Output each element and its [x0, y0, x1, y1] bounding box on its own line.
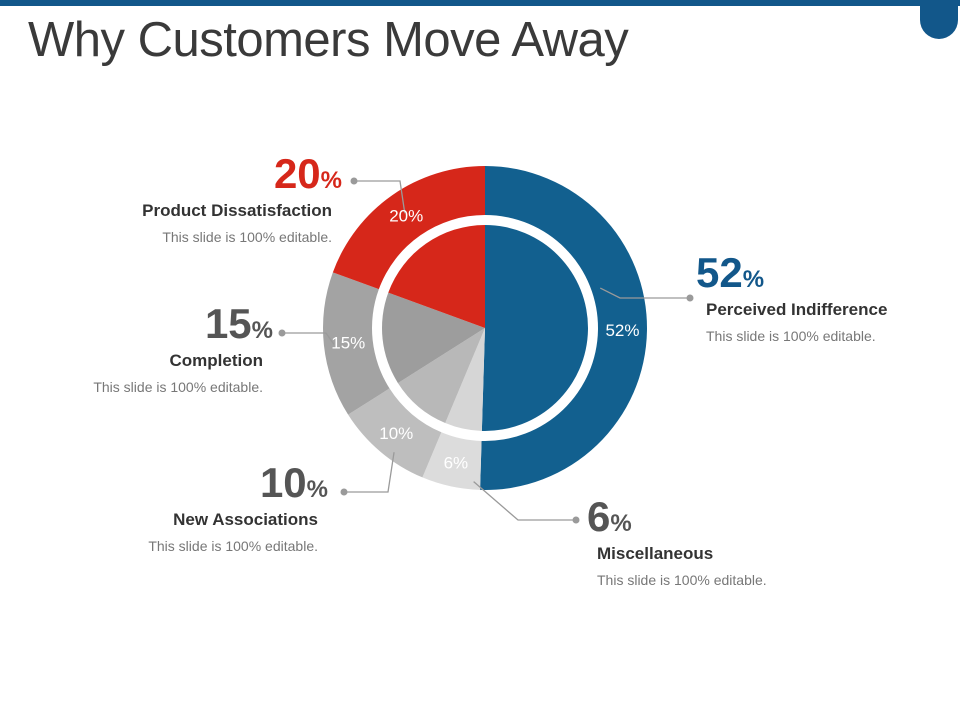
callout-value-line: 15%	[93, 303, 273, 345]
slice-label-new-associations: 10%	[379, 424, 413, 443]
slice-label-perceived-indifference: 52%	[605, 321, 639, 340]
callout-name: New Associations	[173, 510, 318, 529]
callout-miscellaneous: 6% Miscellaneous This slide is 100% edit…	[587, 496, 767, 589]
callout-value-line: 20%	[142, 153, 342, 195]
callout-value-line: 6%	[587, 496, 767, 538]
callout-description: This slide is 100% editable.	[706, 328, 876, 344]
ring-slice-new-associations	[348, 388, 442, 478]
callout-value: 6	[587, 493, 611, 540]
callout-completion: 15% Completion This slide is 100% editab…	[93, 303, 273, 396]
leader-dot-completion	[278, 329, 286, 337]
callout-name: Product Dissatisfaction	[142, 201, 332, 220]
top-accent-bar	[0, 0, 960, 6]
leader-dot-miscellaneous	[572, 516, 580, 524]
callout-product-dissatisfaction: 20% Product Dissatisfaction This slide i…	[142, 153, 342, 246]
callout-percent-sign: %	[320, 167, 342, 194]
pie-slice-product-dissatisfaction	[388, 225, 485, 328]
callout-value: 52	[696, 249, 743, 296]
callout-description: This slide is 100% editable.	[148, 538, 318, 554]
pie-slice-completion	[382, 292, 485, 384]
ring-slice-completion	[323, 272, 390, 415]
ring-slice-perceived-indifference	[480, 166, 647, 491]
callout-percent-sign: %	[251, 317, 273, 344]
callout-description: This slide is 100% editable.	[597, 572, 767, 588]
callout-perceived-indifference: 52% Perceived Indifference This slide is…	[696, 252, 888, 345]
outer-ring	[323, 166, 647, 491]
callout-percent-sign: %	[610, 510, 632, 537]
leader-line-perceived-indifference	[599, 287, 690, 299]
callout-value-line: 10%	[148, 462, 328, 504]
callout-description: This slide is 100% editable.	[93, 379, 263, 395]
leader-dot-new-associations	[340, 488, 348, 496]
callout-new-associations: 10% New Associations This slide is 100% …	[148, 462, 328, 555]
callout-value: 15	[204, 300, 252, 347]
callout-percent-sign: %	[306, 476, 328, 503]
pie-slice-perceived-indifference	[481, 225, 588, 431]
leader-line-new-associations	[344, 452, 395, 493]
callout-name: Miscellaneous	[597, 544, 714, 563]
slice-label-completion: 15%	[331, 334, 365, 353]
callout-value: 20	[273, 150, 321, 197]
slice-labels: 52% 6% 10% 15% 20%	[331, 206, 639, 472]
leader-lines	[278, 177, 694, 524]
callout-description: This slide is 100% editable.	[162, 229, 332, 245]
callout-percent-sign: %	[742, 266, 765, 293]
leader-line-miscellaneous	[473, 481, 576, 521]
leader-line-completion	[282, 332, 335, 345]
callout-value: 10	[259, 459, 307, 506]
inner-pie	[382, 225, 588, 431]
leader-dot-product-dissatisfaction	[350, 177, 358, 185]
callout-name: Perceived Indifference	[706, 300, 888, 319]
pie-slice-new-associations	[397, 328, 485, 424]
leader-line-product-dissatisfaction	[354, 180, 406, 214]
corner-tab-decoration	[920, 0, 958, 39]
callout-value-line: 52%	[696, 252, 887, 294]
slice-label-product-dissatisfaction: 20%	[389, 206, 423, 225]
slide-title: Why Customers Move Away	[28, 13, 629, 67]
ring-slice-miscellaneous	[422, 432, 482, 490]
callout-name: Completion	[169, 351, 264, 370]
leader-dot-perceived-indifference	[686, 294, 694, 302]
slice-label-miscellaneous: 6%	[444, 453, 469, 472]
pie-slice-miscellaneous	[445, 328, 485, 431]
ring-slice-product-dissatisfaction	[332, 166, 485, 290]
